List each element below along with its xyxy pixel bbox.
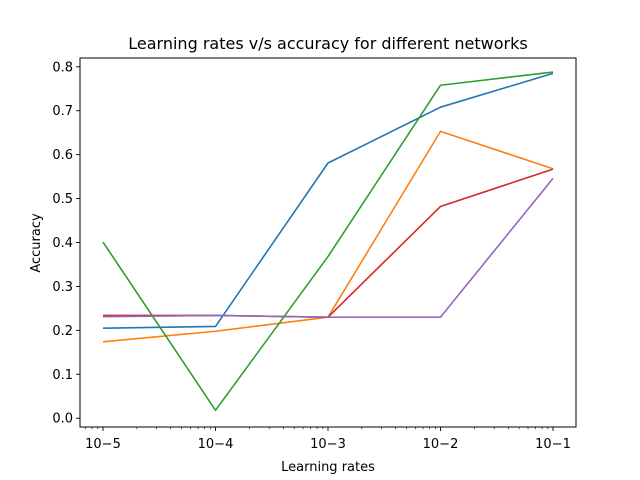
x-tick-label: 10−2 bbox=[423, 437, 459, 452]
series-line-5 bbox=[102, 177, 554, 318]
x-tick-label: 10−1 bbox=[535, 437, 571, 452]
y-tick-label: 0.8 bbox=[52, 60, 73, 75]
y-axis: 0.0 0.1 0.2 0.3 0.4 0.5 0.6 0.7 0.8 bbox=[52, 60, 80, 427]
x-tick-label: 10−4 bbox=[198, 437, 234, 452]
x-axis-title: Learning rates bbox=[281, 460, 375, 475]
plot-lines bbox=[102, 71, 554, 412]
y-tick-label: 0.1 bbox=[52, 368, 73, 383]
x-axis: 10−5 10−4 10−3 10−2 10−1 bbox=[85, 427, 571, 452]
x-tick-label: 10−3 bbox=[310, 437, 346, 452]
y-tick-label: 0.2 bbox=[52, 324, 73, 339]
chart-title: Learning rates v/s accuracy for differen… bbox=[128, 34, 527, 53]
y-tick-label: 0.3 bbox=[52, 280, 73, 295]
y-axis-title: Accuracy bbox=[29, 213, 44, 273]
y-tick-label: 0.6 bbox=[52, 148, 73, 163]
series-line-4 bbox=[103, 168, 554, 318]
series-line-3 bbox=[102, 71, 554, 412]
y-tick-label: 0.5 bbox=[52, 192, 73, 207]
y-tick-label: 0.4 bbox=[52, 236, 73, 251]
x-tick-label: 10−5 bbox=[85, 437, 121, 452]
y-tick-label: 0.7 bbox=[52, 104, 73, 119]
y-tick-label: 0.0 bbox=[52, 412, 73, 427]
series-line-1 bbox=[102, 72, 554, 329]
